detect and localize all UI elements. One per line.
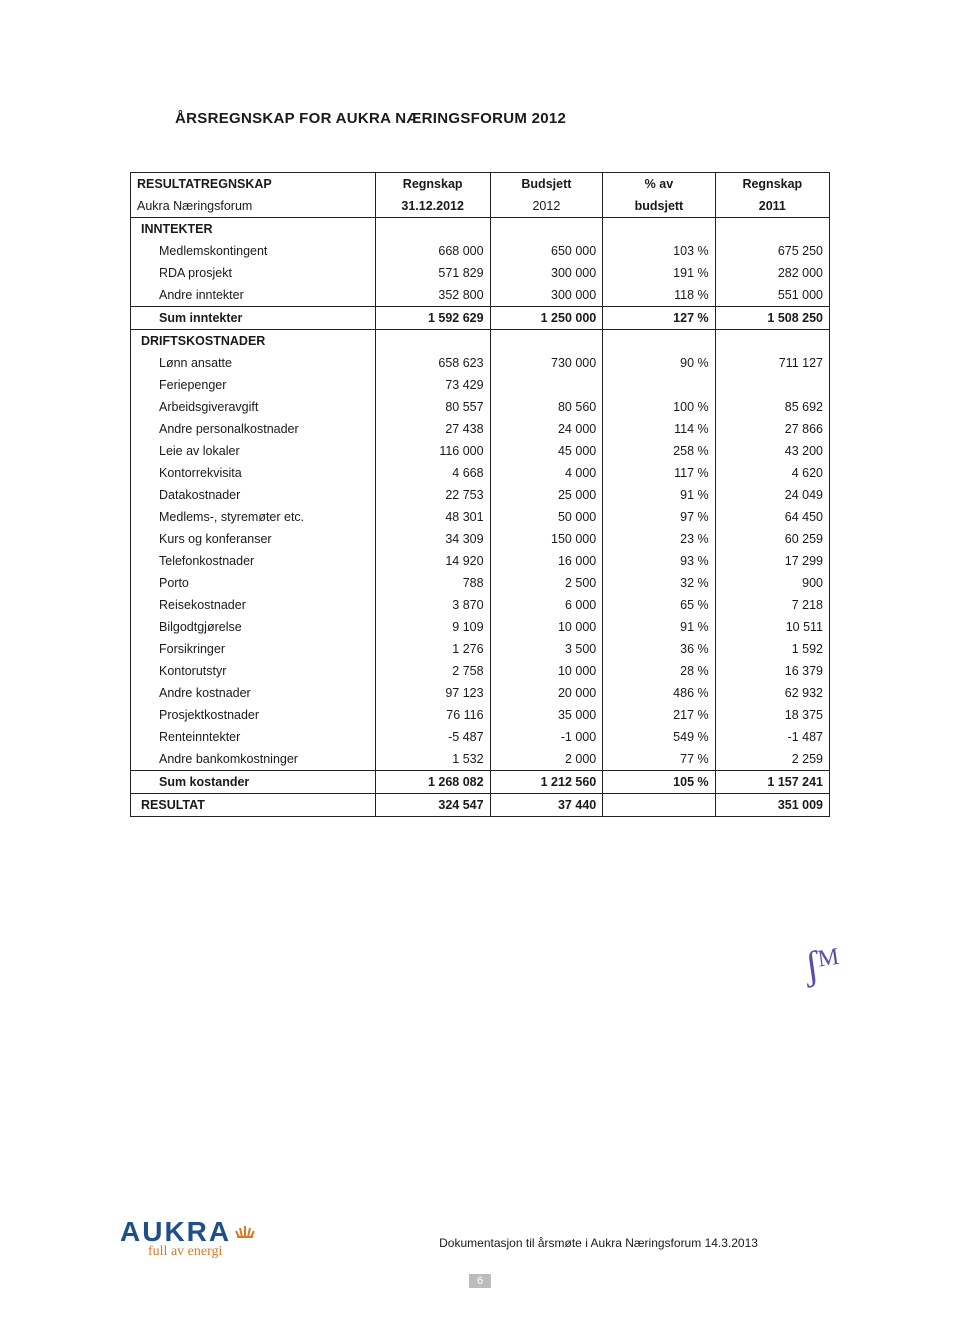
- footer: AUKRA full av energi Dokumentasjon til å…: [0, 1217, 960, 1260]
- table-row: Forsikringer1 2763 50036 %1 592: [131, 638, 830, 660]
- table-row: Lønn ansatte658 623730 00090 %711 127: [131, 352, 830, 374]
- th-sub4: budsjett: [603, 195, 715, 218]
- signature-mark: ʃᴹ: [802, 938, 843, 989]
- table-row: Porto7882 50032 %900: [131, 572, 830, 594]
- financial-table: RESULTATREGNSKAP Regnskap Budsjett % av …: [130, 172, 830, 817]
- resultat-row: RESULTAT324 54737 440351 009: [131, 794, 830, 817]
- table-row: Medlemskontingent668 000650 000103 %675 …: [131, 240, 830, 262]
- th-budsjett: Budsjett: [490, 173, 603, 196]
- th-pct: % av: [603, 173, 715, 196]
- th-sub3: 2012: [490, 195, 603, 218]
- table-row: Andre kostnader97 12320 000486 %62 932: [131, 682, 830, 704]
- th-sub1: Aukra Næringsforum: [131, 195, 376, 218]
- table-row: Kontorrekvisita4 6684 000117 %4 620: [131, 462, 830, 484]
- table-row: Kurs og konferanser34 309150 00023 %60 2…: [131, 528, 830, 550]
- th-resultat: RESULTATREGNSKAP: [131, 173, 376, 196]
- logo-text: AUKRA: [120, 1218, 231, 1246]
- table-row: Feriepenger73 429: [131, 374, 830, 396]
- table-row: Telefonkostnader14 92016 00093 %17 299: [131, 550, 830, 572]
- table-row: Reisekostnader3 8706 00065 %7 218: [131, 594, 830, 616]
- sun-icon: [233, 1217, 257, 1246]
- table-row: Kontorutstyr2 75810 00028 %16 379: [131, 660, 830, 682]
- th-sub5: 2011: [715, 195, 829, 218]
- table-row: Andre personalkostnader27 43824 000114 %…: [131, 418, 830, 440]
- page-number: 6: [469, 1274, 491, 1288]
- section-inntekter: INNTEKTER: [131, 218, 376, 241]
- th-regnskap11: Regnskap: [715, 173, 829, 196]
- logo-tagline: full av energi: [148, 1244, 222, 1260]
- table-row: Leie av lokaler116 00045 000258 %43 200: [131, 440, 830, 462]
- table-row: Andre inntekter352 800300 000118 %551 00…: [131, 284, 830, 307]
- table-row: Andre bankomkostninger1 5322 00077 %2 25…: [131, 748, 830, 771]
- table-row: Datakostnader22 75325 00091 %24 049: [131, 484, 830, 506]
- logo: AUKRA full av energi: [120, 1217, 257, 1260]
- table-row: Medlems-, styremøter etc.48 30150 00097 …: [131, 506, 830, 528]
- page-title: ÅRSREGNSKAP FOR AUKRA NÆRINGSFORUM 2012: [175, 110, 860, 127]
- th-regnskap: Regnskap: [375, 173, 490, 196]
- section-drift: DRIFTSKOSTNADER: [131, 330, 376, 353]
- table-row: Prosjektkostnader76 11635 000217 %18 375: [131, 704, 830, 726]
- footer-text: Dokumentasjon til årsmøte i Aukra Næring…: [257, 1228, 860, 1250]
- table-row: Arbeidsgiveravgift80 55780 560100 %85 69…: [131, 396, 830, 418]
- table-row: Bilgodtgjørelse9 10910 00091 %10 511: [131, 616, 830, 638]
- th-sub2: 31.12.2012: [375, 195, 490, 218]
- table-row: RDA prosjekt571 829300 000191 %282 000: [131, 262, 830, 284]
- sum-kostnader-row: Sum kostander1 268 0821 212 560105 %1 15…: [131, 771, 830, 794]
- table-row: Renteinntekter-5 487-1 000549 %-1 487: [131, 726, 830, 748]
- sum-inntekter-row: Sum inntekter1 592 6291 250 000127 %1 50…: [131, 307, 830, 330]
